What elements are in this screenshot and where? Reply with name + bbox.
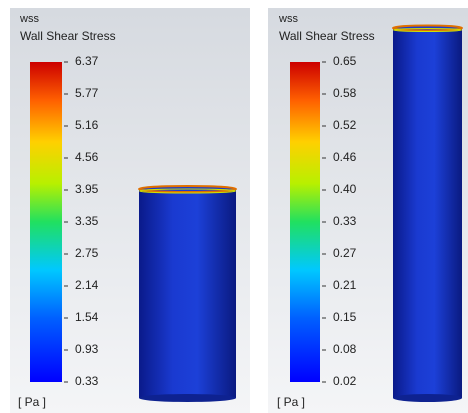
tick-label: 0.33 — [75, 374, 99, 388]
tick-label: 0.02 — [333, 374, 357, 388]
tick-label: 0.93 — [75, 342, 99, 356]
legend-title: Wall Shear Stress — [279, 29, 375, 43]
tick-label: 0.46 — [333, 150, 357, 164]
tick-label: 2.75 — [75, 246, 99, 260]
tick-label: 6.37 — [75, 54, 99, 68]
tick-label: 0.15 — [333, 310, 357, 324]
unit-label: [ Pa ] — [277, 395, 305, 409]
tick-label: 0.40 — [333, 182, 357, 196]
tick-label: 0.33 — [333, 214, 357, 228]
screenshot: wss Wall Shear Stress 6.37 5.77 5.16 4.56 3.95… — [0, 0, 468, 413]
tick-label: 3.35 — [75, 214, 99, 228]
legend-title: Wall Shear Stress — [20, 29, 116, 43]
tick-label: 5.77 — [75, 86, 99, 100]
unit-label: [ Pa ] — [18, 395, 46, 409]
cylinder — [393, 26, 462, 403]
variable-name: wss — [19, 13, 39, 25]
tick-label: 2.14 — [75, 278, 99, 292]
tick-label: 0.21 — [333, 278, 357, 292]
tick-label: 3.95 — [75, 182, 99, 196]
color-bar — [290, 62, 320, 382]
tick-label: 1.54 — [75, 310, 99, 324]
tick-label: 0.27 — [333, 246, 357, 260]
color-bar — [30, 62, 62, 382]
tick-label: 0.52 — [333, 118, 357, 132]
cylinder — [139, 186, 236, 402]
tick-label: 5.16 — [75, 118, 99, 132]
tick-label: 4.56 — [75, 150, 99, 164]
variable-name: wss — [278, 13, 298, 25]
tick-label: 0.65 — [333, 54, 357, 68]
tick-label: 0.08 — [333, 342, 357, 356]
tick-label: 0.58 — [333, 86, 357, 100]
